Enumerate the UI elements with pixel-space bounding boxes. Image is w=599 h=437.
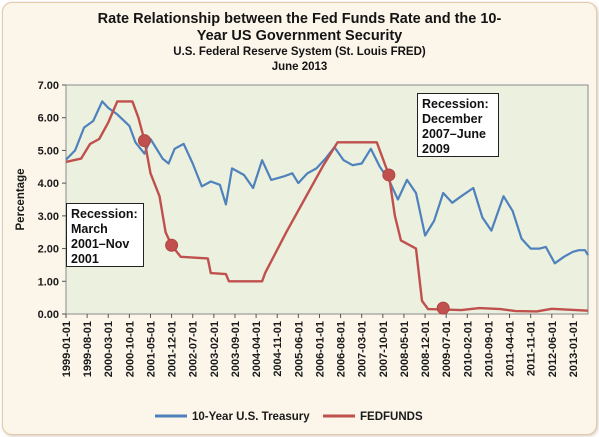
x-tick-label: 2003-09-01 [230, 321, 242, 377]
plot-area [65, 84, 589, 315]
recession-marker [436, 301, 450, 315]
x-tick-label: 2010-02-01 [462, 321, 474, 377]
x-tick-label: 2011-04-01 [505, 321, 517, 377]
y-tick-label: 3.00 [38, 211, 59, 223]
recession-2007-annotation: Recession: December 2007–June 2009 [417, 93, 499, 157]
y-tick-label: 0.00 [38, 309, 59, 321]
recession-2001-annotation: Recession: March 2001–Nov 2001 [66, 203, 144, 267]
y-tick-label: 6.00 [38, 113, 59, 125]
x-tick-label: 2010-09-01 [483, 321, 495, 377]
recession-marker [165, 238, 179, 252]
x-tick-label: 2000-03-01 [103, 321, 115, 377]
x-tick-label: 1999-01-01 [61, 321, 73, 377]
chart-subtitle: U.S. Federal Reserve System (St. Louis F… [173, 46, 426, 58]
x-tick-label: 2012-06-01 [547, 321, 559, 377]
chart-date-line: June 2013 [271, 61, 328, 73]
recession-marker [382, 168, 396, 182]
x-tick-label: 2005-06-01 [293, 321, 305, 377]
chart-title-line-2: Year US Government Security [196, 28, 403, 44]
x-tick-label: 2013-01-01 [568, 321, 580, 377]
x-tick-label: 2007-10-01 [378, 321, 390, 377]
x-tick-label: 1999-08-01 [82, 321, 94, 377]
x-tick-label: 2000-10-01 [124, 321, 136, 377]
x-tick-label: 2004-04-01 [251, 321, 263, 377]
y-tick-label: 2.00 [38, 244, 59, 256]
chart-title-line-1: Rate Relationship between the Fed Funds … [97, 11, 502, 27]
y-tick-label: 5.00 [38, 145, 59, 157]
y-axis-label: Percentage [15, 168, 27, 230]
x-tick-label: 2001-12-01 [167, 321, 179, 377]
x-tick-label: 2002-07-01 [188, 321, 200, 377]
x-tick-label: 2001-05-01 [145, 321, 157, 377]
x-tick-label: 2009-07-01 [441, 321, 453, 377]
x-tick-label: 2007-03-01 [357, 321, 369, 377]
recession-marker [137, 134, 151, 148]
fedfunds-line [65, 100, 589, 313]
legend-treasury-label: 10-Year U.S. Treasury [192, 411, 310, 423]
x-tick-label: 2011-11-01 [526, 321, 538, 376]
x-tick-label: 2008-05-01 [399, 321, 411, 377]
x-tick-label: 2003-02-01 [209, 321, 221, 377]
x-tick-label: 2004-11-01 [272, 321, 284, 377]
y-tick-label: 7.00 [38, 80, 59, 92]
y-tick-label: 4.00 [38, 178, 59, 190]
x-tick-label: 2008-12-01 [420, 321, 432, 377]
y-tick-label: 1.00 [38, 276, 59, 288]
legend-fedfunds-label: FEDFUNDS [360, 411, 423, 423]
x-tick-label: 2006-08-01 [336, 321, 348, 377]
x-tick-label: 2006-01-01 [314, 321, 326, 377]
